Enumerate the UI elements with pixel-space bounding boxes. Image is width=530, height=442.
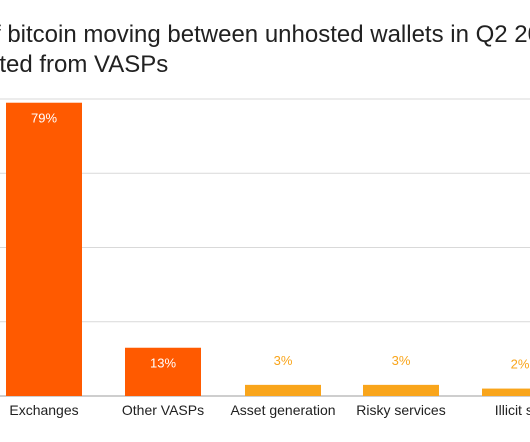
x-tick-label: Exchanges [9,402,78,418]
bar [125,347,201,396]
data-label: 13% [150,356,176,371]
bar [245,384,321,396]
data-label: 3% [392,353,411,368]
data-label: 79% [31,111,57,126]
chart-title-line-1: f bitcoin moving between unhosted wallet… [0,21,530,48]
chart-title-line-2: ated from VASPs [0,51,169,78]
bar [363,384,439,396]
x-tick-label: Risky services [356,402,445,418]
data-label: 2% [511,357,530,372]
bar [482,388,530,396]
x-tick-label: Asset generation [230,402,335,418]
x-tick-label: Other VASPs [122,402,204,418]
x-tick-label: Illicit ser [495,402,530,418]
data-label: 3% [274,353,293,368]
bar [6,102,82,397]
